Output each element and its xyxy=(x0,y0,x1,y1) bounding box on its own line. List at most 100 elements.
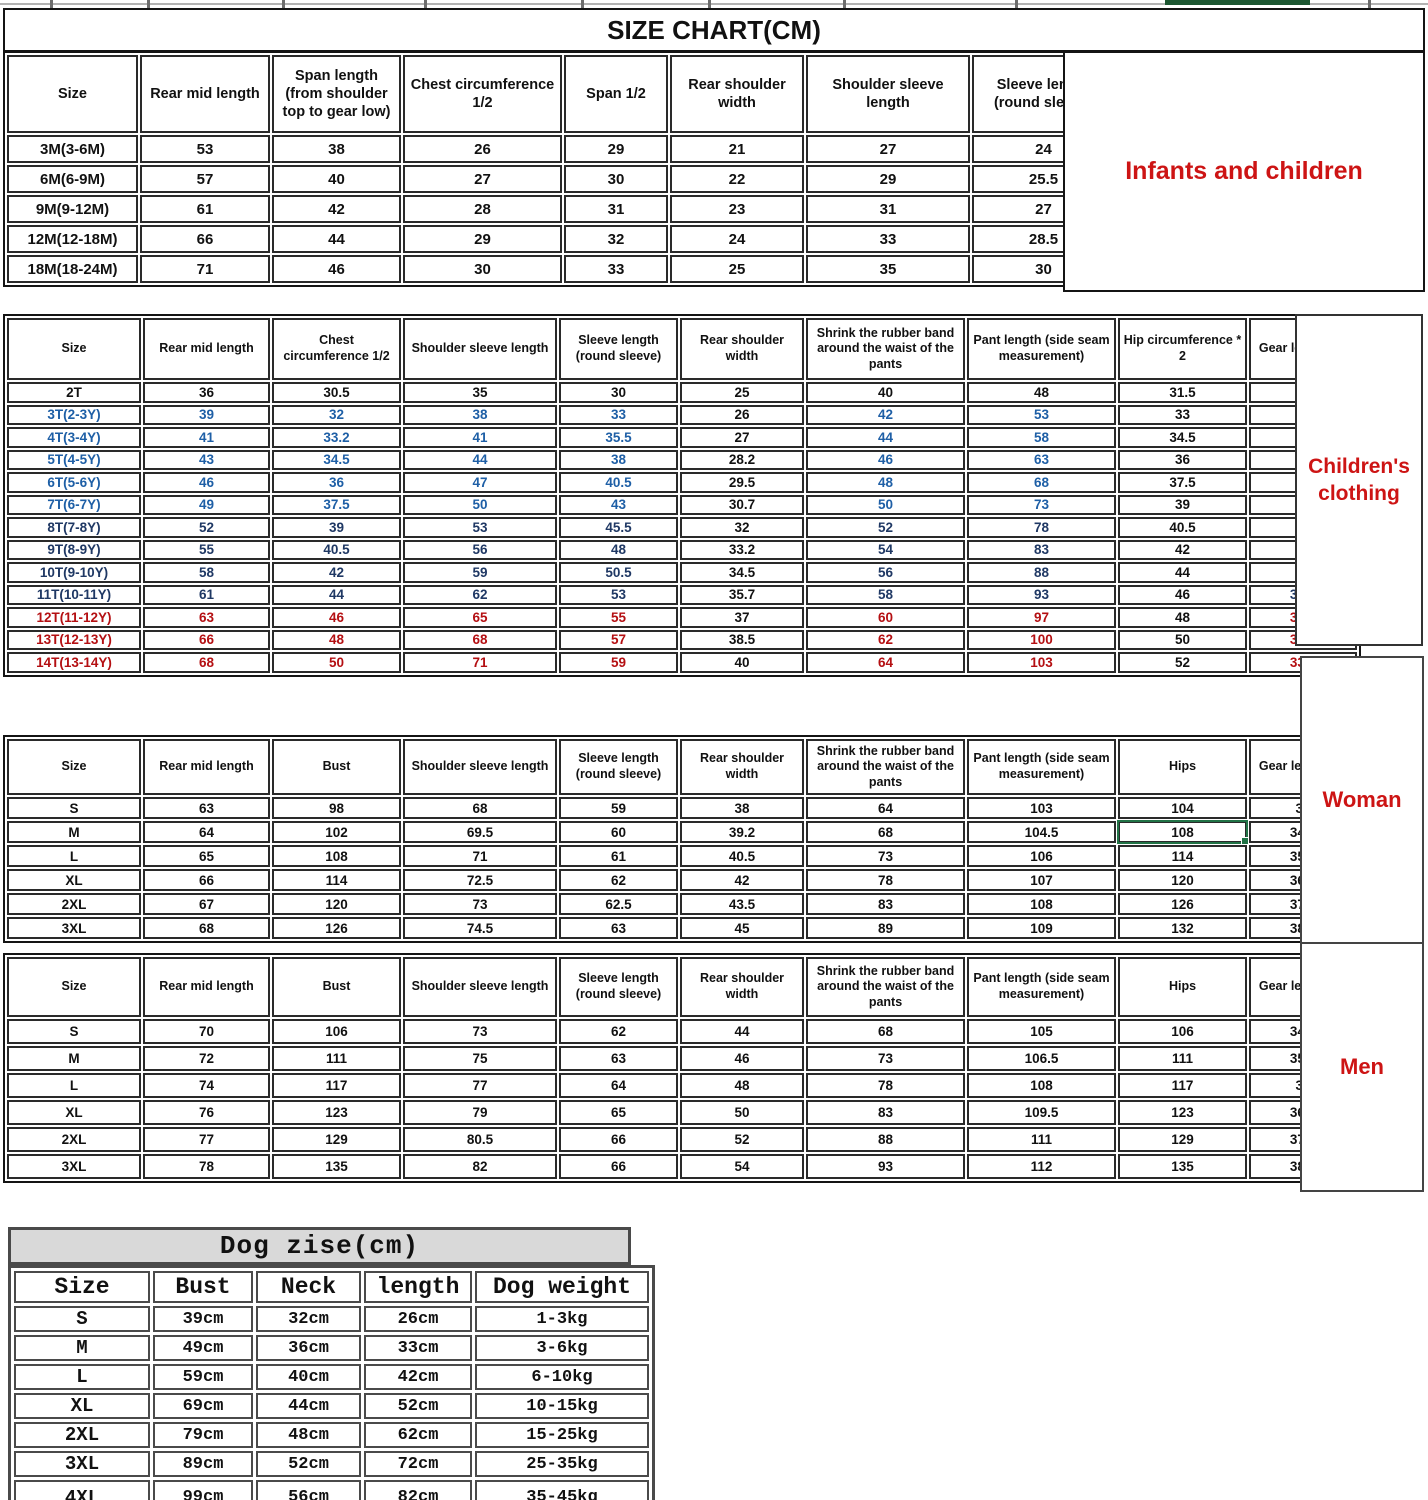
value-cell: 44 xyxy=(1118,562,1247,583)
value-cell: 29.5 xyxy=(680,472,804,493)
value-cell: 35 xyxy=(806,255,970,283)
value-cell: 132 xyxy=(1118,917,1247,939)
value-cell: 48 xyxy=(1118,607,1247,628)
value-cell: 43 xyxy=(143,449,270,470)
value-cell: 106.5 xyxy=(967,1046,1116,1071)
value-cell: 32 xyxy=(680,517,804,538)
section-label-infants: Infants and children xyxy=(1063,51,1425,292)
table-row: XL 69cm 44cm 52cm 10-15kg xyxy=(14,1393,649,1419)
column-header: Rear shoulder width xyxy=(670,55,804,133)
size-cell: M xyxy=(7,1046,141,1071)
value-cell: 74.5 xyxy=(403,917,557,939)
column-header: Pant length (side seam measurement) xyxy=(967,739,1116,795)
value-cell: 48 xyxy=(680,1073,804,1098)
value-cell: 109.5 xyxy=(967,1100,1116,1125)
value-cell: 37.5 xyxy=(272,494,401,515)
column-header: Hips xyxy=(1118,739,1247,795)
value-cell: 39 xyxy=(272,517,401,538)
value-cell: 103 xyxy=(967,652,1116,673)
value-cell: 44 xyxy=(272,584,401,605)
value-cell: 41 xyxy=(403,427,557,448)
value-cell: 27 xyxy=(680,427,804,448)
column-header: Shoulder sleeve length xyxy=(403,739,557,795)
value-cell: 129 xyxy=(272,1127,401,1152)
value-cell: 80.5 xyxy=(403,1127,557,1152)
value-cell: 6-10kg xyxy=(475,1364,649,1390)
value-cell: 29 xyxy=(403,225,562,253)
value-cell: 45.5 xyxy=(559,517,678,538)
column-header: Rear mid length xyxy=(143,739,270,795)
value-cell: 50 xyxy=(272,652,401,673)
value-cell: 120 xyxy=(1118,869,1247,891)
value-cell: 73 xyxy=(967,494,1116,515)
value-cell: 71 xyxy=(403,845,557,867)
value-cell: 52cm xyxy=(256,1451,361,1477)
value-cell: 50.5 xyxy=(559,562,678,583)
column-header: Shoulder sleeve length xyxy=(806,55,970,133)
value-cell: 97 xyxy=(967,607,1116,628)
table-row: S701067362446810510634.5 xyxy=(7,1019,1357,1044)
value-cell: 111 xyxy=(272,1046,401,1071)
size-cell: 4XL xyxy=(14,1480,150,1500)
table-row: M 49cm 36cm 33cm 3-6kg xyxy=(14,1335,649,1361)
value-cell: 72 xyxy=(143,1046,270,1071)
table-row: 12T(11-12Y)634665553760974831.5 xyxy=(7,607,1357,628)
table-row: S63986859386410310434 xyxy=(7,797,1357,819)
dog-table-title: Dog zise(cm) xyxy=(8,1227,631,1265)
value-cell: 50 xyxy=(806,494,965,515)
value-cell: 78 xyxy=(143,1154,270,1179)
value-cell: 59cm xyxy=(153,1364,253,1390)
value-cell: 68 xyxy=(806,1019,965,1044)
size-cell: L xyxy=(14,1364,150,1390)
size-cell: 3T(2-3Y) xyxy=(7,404,141,425)
value-cell: 56 xyxy=(403,539,557,560)
size-cell: 3XL xyxy=(7,1154,141,1179)
table-row: 12M(12-18M) 66 44 29 32 24 33 28.5 xyxy=(7,225,1115,253)
header-row: Size Rear mid length Span length (from sho… xyxy=(7,55,1115,133)
value-cell: 89 xyxy=(806,917,965,939)
value-cell: 106 xyxy=(967,845,1116,867)
section-label-children: Children's clothing xyxy=(1295,314,1423,646)
selected-cell: 108 xyxy=(1117,820,1249,845)
value-cell: 42 xyxy=(272,195,401,223)
value-cell: 64 xyxy=(559,1073,678,1098)
table-row: 4XL 99cm 56cm 82cm 35-45kg xyxy=(14,1480,649,1500)
value-cell: 114 xyxy=(1118,845,1247,867)
value-cell: 79 xyxy=(403,1100,557,1125)
value-cell: 15-25kg xyxy=(475,1422,649,1448)
size-cell: 6T(5-6Y) xyxy=(7,472,141,493)
value-cell: 58 xyxy=(806,584,965,605)
value-cell: 63 xyxy=(559,917,678,939)
size-cell: 11T(10-11Y) xyxy=(7,584,141,605)
value-cell: 73 xyxy=(403,1019,557,1044)
value-cell: 42 xyxy=(1118,539,1247,560)
value-cell: 72cm xyxy=(364,1451,472,1477)
table-row: 6M(6-9M) 57 40 27 30 22 29 25.5 xyxy=(7,165,1115,193)
size-cell: 18M(18-24M) xyxy=(7,255,138,283)
column-header: Pant length (side seam measurement) xyxy=(967,318,1116,380)
value-cell: 106 xyxy=(1118,1019,1247,1044)
value-cell: 31 xyxy=(806,195,970,223)
value-cell: 93 xyxy=(967,584,1116,605)
table-row: S 39cm 32cm 26cm 1-3kg xyxy=(14,1306,649,1332)
value-cell: 33.2 xyxy=(272,427,401,448)
value-cell: 22 xyxy=(670,165,804,193)
column-header: Size xyxy=(7,318,141,380)
value-cell: 59 xyxy=(403,562,557,583)
value-cell: 39cm xyxy=(153,1306,253,1332)
value-cell: 46 xyxy=(680,1046,804,1071)
children-size-table: Size Rear mid length Chest circumference 1… xyxy=(3,314,1361,677)
size-cell: 2XL xyxy=(7,1127,141,1152)
value-cell: 69cm xyxy=(153,1393,253,1419)
column-header: Shoulder sleeve length xyxy=(403,957,557,1017)
value-cell: 35.5 xyxy=(559,427,678,448)
value-cell: 36 xyxy=(1118,449,1247,470)
size-cell: M xyxy=(14,1335,150,1361)
header-row: Size Rear mid length Bust Shoulder sleeve l… xyxy=(7,957,1357,1017)
value-cell: 68 xyxy=(967,472,1116,493)
